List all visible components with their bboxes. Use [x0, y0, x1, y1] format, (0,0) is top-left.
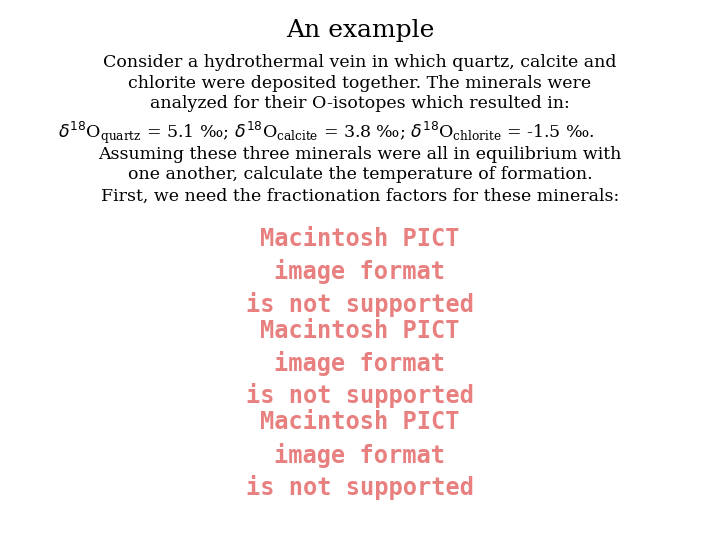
Text: image format: image format [274, 259, 446, 284]
Text: Macintosh PICT: Macintosh PICT [260, 227, 460, 251]
Text: one another, calculate the temperature of formation.: one another, calculate the temperature o… [127, 166, 593, 183]
Text: is not supported: is not supported [246, 292, 474, 316]
Text: image format: image format [274, 351, 446, 376]
Text: An example: An example [286, 19, 434, 42]
Text: Macintosh PICT: Macintosh PICT [260, 410, 460, 434]
Text: image format: image format [274, 443, 446, 468]
Text: is not supported: is not supported [246, 475, 474, 500]
Text: Assuming these three minerals were all in equilibrium with: Assuming these three minerals were all i… [99, 146, 621, 163]
Text: chlorite were deposited together. The minerals were: chlorite were deposited together. The mi… [128, 75, 592, 91]
Text: Consider a hydrothermal vein in which quartz, calcite and: Consider a hydrothermal vein in which qu… [103, 54, 617, 71]
Text: Macintosh PICT: Macintosh PICT [260, 319, 460, 342]
Text: $\delta^{18}$O$_{\mathregular{quartz}}$ = 5.1 ‰; $\delta^{18}$O$_{\mathregular{c: $\delta^{18}$O$_{\mathregular{quartz}}$ … [58, 120, 594, 146]
Text: analyzed for their O-isotopes which resulted in:: analyzed for their O-isotopes which resu… [150, 95, 570, 112]
Text: First, we need the fractionation factors for these minerals:: First, we need the fractionation factors… [101, 188, 619, 205]
Text: is not supported: is not supported [246, 383, 474, 408]
